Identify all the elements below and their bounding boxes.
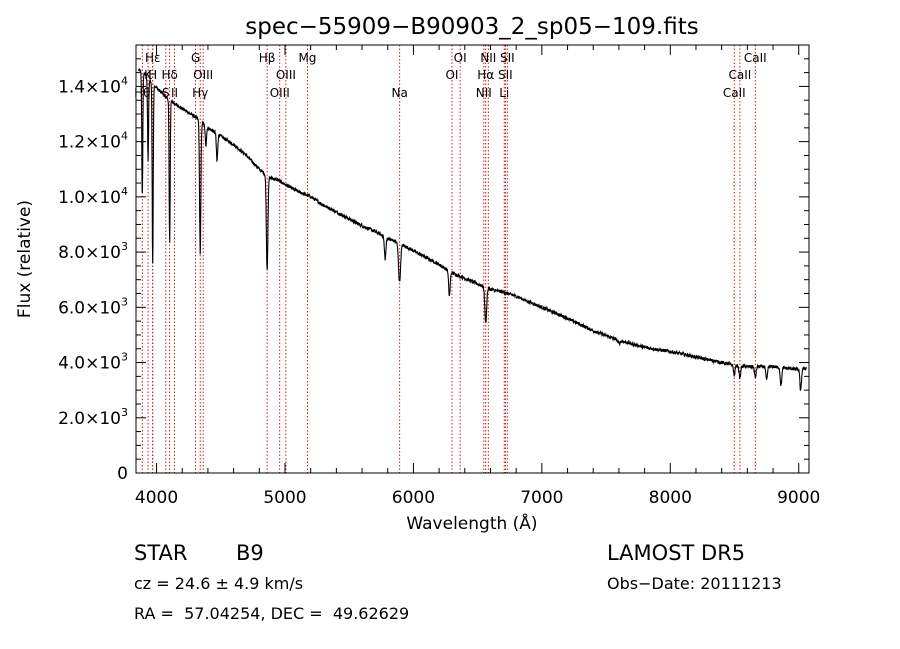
- line-label: OIII: [270, 86, 290, 100]
- line-label: H: [148, 68, 157, 82]
- line-label: OIII: [276, 68, 296, 82]
- spectral-line-markers: [141, 45, 756, 473]
- line-label: Mg: [298, 51, 316, 65]
- line-label: CaII: [744, 51, 767, 65]
- line-label: Hβ: [259, 51, 276, 65]
- line-label: OI: [445, 68, 458, 82]
- survey-release: LAMOST DR5: [607, 541, 746, 565]
- x-tick-label: 6000: [392, 488, 435, 508]
- y-axis-label: Flux (relative): [15, 200, 35, 318]
- line-label: SII: [498, 68, 513, 82]
- observation-date: Obs−Date: 20111213: [607, 574, 782, 593]
- y-tick-label: 8.0×103: [58, 240, 128, 263]
- spectral-line-labels: HθKHεHSHδIIGHγOIIIHβOIIIOIIIMgNaOIOINIIH…: [134, 51, 767, 100]
- line-label: G: [191, 51, 200, 65]
- spectrum-line: [138, 68, 807, 391]
- y-tick-label: 2.0×103: [58, 406, 128, 429]
- x-axis-ticks: 4000 5000 6000 7000 8000 9000: [135, 45, 820, 508]
- object-class: STAR: [134, 541, 188, 565]
- redshift-velocity: cz = 24.6 ± 4.9 km/s: [134, 574, 304, 593]
- plot-frame: [135, 44, 810, 474]
- line-label: Hθ: [134, 86, 150, 100]
- x-tick-label: 7000: [520, 488, 563, 508]
- line-label: Na: [392, 86, 408, 100]
- line-label: Li: [499, 86, 509, 100]
- y-tick-label: 1.4×104: [58, 74, 128, 97]
- line-label: Hδ: [161, 68, 177, 82]
- line-label: Hε: [145, 51, 161, 65]
- chart-title: spec−55909−B90903_2_sp05−109.fits: [245, 14, 699, 40]
- line-label: Hα: [477, 68, 494, 82]
- x-tick-label: 8000: [649, 488, 692, 508]
- y-tick-label: 1.0×104: [58, 185, 128, 208]
- line-label: SII: [500, 51, 515, 65]
- y-tick-label: 6.0×103: [58, 295, 128, 318]
- line-label: NII: [480, 51, 496, 65]
- line-label: S: [162, 86, 170, 100]
- sky-coordinates: RA = 57.04254, DEC = 49.62629: [134, 604, 410, 623]
- x-tick-label: 9000: [777, 488, 820, 508]
- line-label: CaII: [728, 68, 751, 82]
- y-tick-label: 4.0×103: [58, 351, 128, 374]
- x-tick-label: 5000: [263, 488, 306, 508]
- line-label: OIII: [193, 68, 213, 82]
- line-label: NII: [476, 86, 492, 100]
- y-tick-label: 0: [117, 464, 128, 484]
- object-subclass: B9: [236, 541, 264, 565]
- x-axis-label: Wavelength (Å): [406, 512, 537, 534]
- line-label: CaII: [723, 86, 746, 100]
- line-label: II: [171, 86, 178, 100]
- y-axis-ticks: 0 2.0×103 4.0×103 6.0×103 8.0×103 1.0×104 1.2×…: [58, 58, 809, 484]
- line-label: OI: [454, 51, 467, 65]
- y-tick-label: 1.2×104: [58, 130, 128, 153]
- line-label: K: [144, 68, 153, 82]
- x-tick-label: 4000: [135, 488, 178, 508]
- line-label: Hγ: [192, 86, 208, 100]
